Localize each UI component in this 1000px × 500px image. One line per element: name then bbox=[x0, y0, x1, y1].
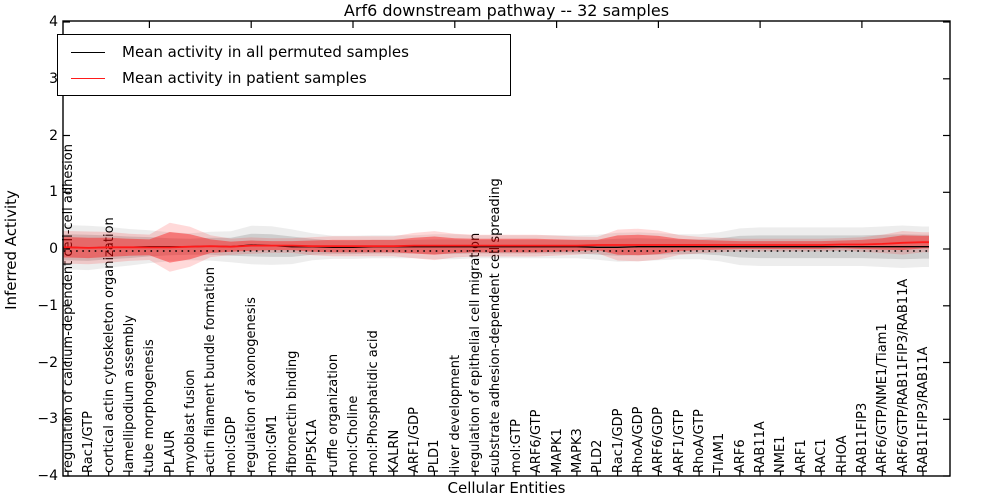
x-tick-label: RHOA bbox=[834, 435, 850, 473]
x-tick-label: cortical actin cytoskeleton organization bbox=[101, 217, 117, 473]
legend-line-patient-icon bbox=[71, 77, 105, 79]
x-tick-label: Rac1/GDP bbox=[610, 408, 626, 473]
x-tick-label: actin filament bundle formation bbox=[203, 267, 219, 473]
x-tick-label: RAC1 bbox=[814, 438, 830, 473]
x-tick-label: ARF1/GDP bbox=[407, 407, 423, 473]
legend-entry-permuted: Mean activity in all permuted samples bbox=[58, 43, 510, 61]
x-tick-label: mol:GDP bbox=[223, 416, 239, 473]
x-tick-label: RhoA/GDP bbox=[630, 406, 646, 473]
x-tick-label: RhoA/GTP bbox=[692, 409, 708, 473]
legend-entry-patient: Mean activity in patient samples bbox=[58, 69, 510, 87]
legend-line-permuted-icon bbox=[71, 51, 105, 53]
x-tick-label: PLD1 bbox=[427, 439, 443, 473]
x-tick-label: liver development bbox=[447, 354, 463, 473]
x-tick-label: Rac1/GTP bbox=[81, 411, 97, 473]
x-tick-label: ARF6/GTP bbox=[529, 409, 545, 473]
x-tick-label: RAB11A bbox=[753, 421, 769, 473]
x-tick-label: RAB11FIP3/RAB11A bbox=[915, 346, 931, 473]
x-tick-label: ARF6/GTP/RAB11FIP3/RAB11A bbox=[895, 278, 911, 473]
y-tick-label: −2 bbox=[37, 354, 58, 371]
x-tick-label: TIAM1 bbox=[712, 432, 728, 473]
x-tick-label: lamellipodium assembly bbox=[122, 315, 138, 473]
x-tick-label: RAB11FIP3 bbox=[854, 402, 870, 473]
y-tick-label: 2 bbox=[49, 127, 58, 144]
y-tick-label: −3 bbox=[37, 411, 58, 428]
x-tick-label: MAPK1 bbox=[549, 428, 565, 473]
x-tick-label: fibronectin binding bbox=[284, 350, 300, 473]
legend-label-patient: Mean activity in patient samples bbox=[122, 69, 367, 87]
x-axis-label: Cellular Entities bbox=[447, 479, 566, 497]
x-tick-label: mol:GM1 bbox=[264, 414, 280, 473]
x-tick-label: ARF6/GTP/NME1/Tiam1 bbox=[875, 323, 891, 473]
x-tick-label: mol:Choline bbox=[345, 395, 361, 473]
x-tick-label: PLD2 bbox=[590, 439, 606, 473]
x-tick-label: PLAUR bbox=[162, 430, 178, 473]
x-tick-label: mol:GTP bbox=[508, 419, 524, 473]
x-tick-label: KALRN bbox=[386, 429, 402, 473]
y-tick-label: 4 bbox=[49, 14, 58, 30]
x-tick-label: substrate adhesion-dependent cell spread… bbox=[488, 178, 504, 473]
y-tick-label: 0 bbox=[49, 241, 58, 257]
y-axis-label: Inferred Activity bbox=[2, 190, 20, 310]
legend: Mean activity in all permuted samples Me… bbox=[57, 34, 511, 96]
x-tick-label: ruffle organization bbox=[325, 353, 341, 473]
y-tick-label: 3 bbox=[49, 70, 58, 87]
x-tick-label: MAPK3 bbox=[569, 428, 585, 473]
x-tick-label: NME1 bbox=[773, 435, 789, 473]
x-tick-label: mol:Phosphatidic acid bbox=[366, 330, 382, 473]
x-tick-label: regulation of epithelial cell migration bbox=[468, 232, 484, 473]
y-tick-label: −1 bbox=[37, 297, 58, 314]
x-tick-label: tube morphogenesis bbox=[142, 339, 158, 473]
x-tick-label: PIP5K1A bbox=[305, 419, 321, 473]
x-tick-label: ARF6 bbox=[732, 439, 748, 473]
legend-label-permuted: Mean activity in all permuted samples bbox=[122, 43, 409, 61]
y-tick-label: −4 bbox=[37, 468, 58, 484]
x-tick-label: ARF1/GTP bbox=[671, 409, 687, 473]
x-tick-label: myoblast fusion bbox=[183, 369, 199, 473]
x-tick-label: ARF6/GDP bbox=[651, 407, 667, 473]
y-tick-label: 1 bbox=[49, 184, 58, 201]
chart-title: Arf6 downstream pathway -- 32 samples bbox=[343, 1, 670, 20]
x-tick-label: ARF1 bbox=[793, 439, 809, 473]
x-tick-label: regulation of calcium-dependent cell-cel… bbox=[61, 144, 76, 473]
x-tick-label: regulation of axonogenesis bbox=[244, 297, 260, 473]
